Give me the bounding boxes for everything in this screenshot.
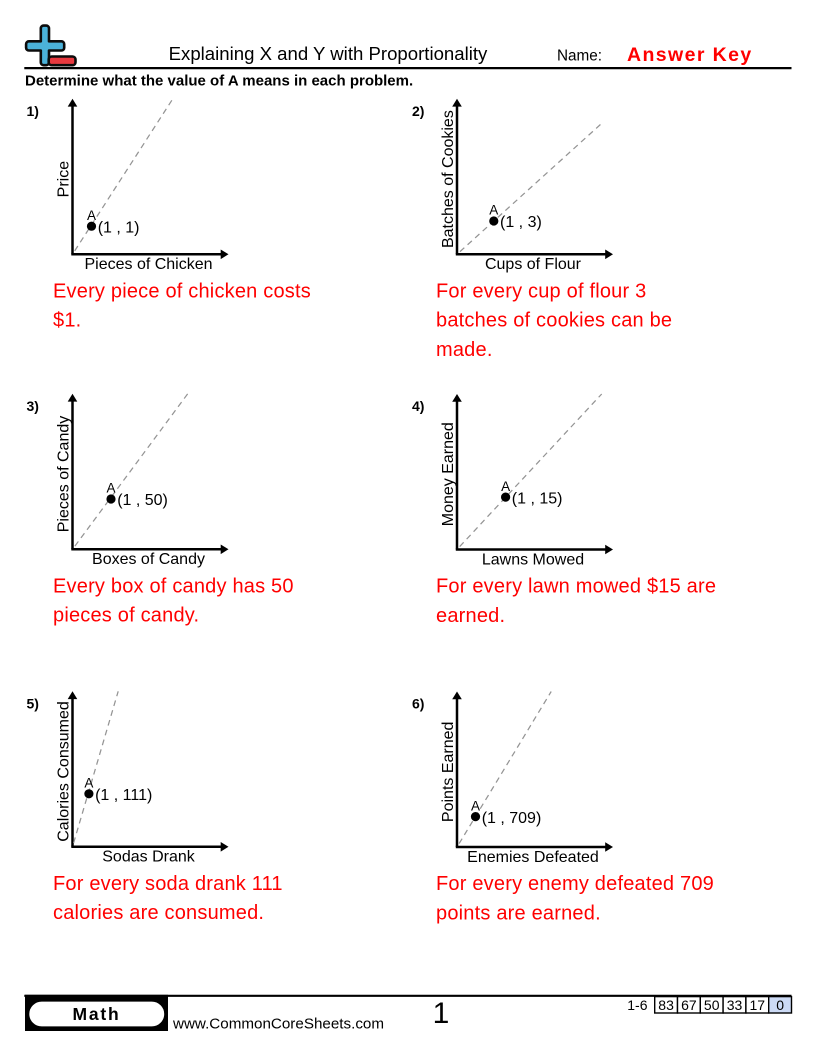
svg-text:A: A xyxy=(501,479,510,494)
svg-text:50: 50 xyxy=(704,997,720,1013)
svg-text:Determine what the value of A: Determine what the value of A means in e… xyxy=(25,73,413,90)
svg-text:A: A xyxy=(84,776,93,791)
svg-text:(1 , 1): (1 , 1) xyxy=(98,219,140,236)
svg-text:For every cup of flour 3: For every cup of flour 3 xyxy=(436,280,646,302)
svg-text:17: 17 xyxy=(750,997,766,1013)
svg-text:For every soda drank 111: For every soda drank 111 xyxy=(53,873,283,895)
svg-text:Enemies Defeated: Enemies Defeated xyxy=(467,849,599,866)
svg-text:For every enemy defeated 709: For every enemy defeated 709 xyxy=(436,873,714,895)
svg-text:$1.: $1. xyxy=(53,310,81,332)
svg-text:Pieces of Chicken: Pieces of Chicken xyxy=(84,256,212,273)
svg-text:6): 6) xyxy=(412,696,424,712)
svg-text:Answer Key: Answer Key xyxy=(627,44,753,66)
svg-text:Calories Consumed: Calories Consumed xyxy=(56,701,73,842)
svg-text:83: 83 xyxy=(658,997,674,1013)
svg-text:Money Earned: Money Earned xyxy=(440,422,457,526)
svg-text:1): 1) xyxy=(27,103,39,119)
svg-text:33: 33 xyxy=(727,997,743,1013)
svg-text:Points Earned: Points Earned xyxy=(440,722,457,823)
svg-text:batches of cookies can be: batches of cookies can be xyxy=(436,310,672,332)
svg-text:Cups of Flour: Cups of Flour xyxy=(485,256,582,273)
svg-text:(1 , 15): (1 , 15) xyxy=(512,490,563,507)
svg-text:A: A xyxy=(471,798,480,813)
svg-text:Explaining X and Y with Propor: Explaining X and Y with Proportionality xyxy=(169,43,488,64)
svg-text:3): 3) xyxy=(27,398,39,414)
svg-text:pieces of candy.: pieces of candy. xyxy=(53,605,199,627)
svg-text:67: 67 xyxy=(681,997,697,1013)
svg-text:(1 , 709): (1 , 709) xyxy=(482,810,542,827)
svg-text:Lawns Mowed: Lawns Mowed xyxy=(482,551,584,568)
svg-text:Price: Price xyxy=(56,161,73,198)
svg-text:4): 4) xyxy=(412,398,424,414)
svg-text:A: A xyxy=(489,203,498,218)
svg-text:1-6: 1-6 xyxy=(627,997,647,1013)
svg-text:Pieces of Candy: Pieces of Candy xyxy=(56,416,73,533)
svg-text:www.CommonCoreSheets.com: www.CommonCoreSheets.com xyxy=(172,1016,384,1033)
svg-text:calories are consumed.: calories are consumed. xyxy=(53,902,264,924)
svg-text:(1 , 50): (1 , 50) xyxy=(117,492,168,509)
svg-text:Batches of Cookies: Batches of Cookies xyxy=(440,110,457,248)
svg-text:made.: made. xyxy=(436,339,493,361)
svg-text:Name:: Name: xyxy=(557,48,602,65)
svg-text:Every box of candy has 50: Every box of candy has 50 xyxy=(53,575,294,597)
svg-text:5): 5) xyxy=(27,696,39,712)
svg-text:A: A xyxy=(87,208,96,223)
svg-text:Every piece of chicken costs: Every piece of chicken costs xyxy=(53,280,311,302)
svg-text:points are earned.: points are earned. xyxy=(436,902,601,924)
svg-text:(1 , 111): (1 , 111) xyxy=(95,787,152,804)
svg-text:Sodas Drank: Sodas Drank xyxy=(102,849,195,866)
svg-text:2): 2) xyxy=(412,103,424,119)
svg-text:1: 1 xyxy=(433,997,450,1030)
svg-text:Math: Math xyxy=(72,1004,120,1024)
svg-text:0: 0 xyxy=(776,997,784,1013)
svg-text:A: A xyxy=(106,481,115,496)
svg-text:earned.: earned. xyxy=(436,605,505,627)
svg-text:(1 , 3): (1 , 3) xyxy=(500,214,542,231)
svg-text:Boxes of Candy: Boxes of Candy xyxy=(92,551,205,568)
svg-text:For every lawn mowed $15 are: For every lawn mowed $15 are xyxy=(436,576,716,598)
